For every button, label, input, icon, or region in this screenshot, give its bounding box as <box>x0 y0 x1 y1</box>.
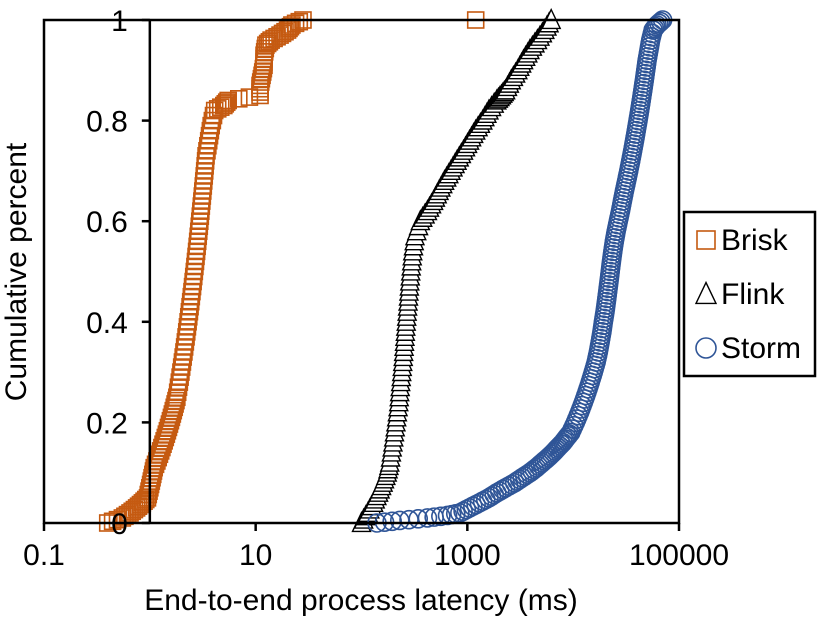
x-tick-label: 1000 <box>434 539 501 572</box>
data-point-brisk <box>194 172 213 190</box>
y-tick-label: 0.6 <box>86 206 128 239</box>
data-point-storm <box>645 16 666 37</box>
data-point-brisk <box>183 277 202 296</box>
data-point-brisk <box>187 242 206 261</box>
legend-marker-brisk <box>696 230 716 250</box>
data-point-brisk <box>195 162 214 180</box>
data-point-brisk <box>188 232 207 251</box>
data-point-storm <box>647 15 667 35</box>
data-point-brisk <box>186 257 204 276</box>
data-point-brisk <box>172 358 191 376</box>
data-point-brisk <box>189 222 208 241</box>
data-point-brisk <box>196 157 214 175</box>
data-point-brisk <box>193 192 211 210</box>
data-point-brisk <box>192 197 211 215</box>
x-tick-label: 100000 <box>629 539 729 572</box>
data-point-brisk <box>180 302 199 321</box>
legend-marker-storm <box>695 337 717 359</box>
data-point-brisk <box>186 252 205 271</box>
data-point-brisk <box>217 93 236 111</box>
data-point-brisk <box>200 126 219 145</box>
data-point-brisk <box>192 202 210 220</box>
series-layer <box>98 7 673 533</box>
data-point-brisk <box>215 96 233 115</box>
plot-frame <box>42 18 681 525</box>
data-point-brisk <box>181 292 200 311</box>
data-point-brisk <box>178 318 197 336</box>
data-point-brisk <box>175 338 194 356</box>
data-point-brisk <box>184 267 203 286</box>
data-point-brisk <box>193 187 212 205</box>
series-brisk <box>98 11 485 532</box>
y-tick-label: 0.8 <box>86 106 128 139</box>
data-point-brisk <box>197 147 215 165</box>
data-point-storm <box>431 506 451 527</box>
data-point-brisk <box>168 388 186 407</box>
data-point-brisk <box>191 207 210 225</box>
y-tick-label: 0.2 <box>86 407 128 440</box>
data-point-brisk <box>194 177 213 195</box>
data-point-brisk <box>185 262 204 281</box>
data-point-brisk <box>168 383 187 402</box>
data-point-brisk <box>219 91 237 110</box>
legend-label-storm: Storm <box>721 332 801 365</box>
data-point-brisk <box>194 182 212 200</box>
data-point-storm <box>650 11 671 32</box>
legend: Brisk Flink Storm <box>682 210 817 378</box>
data-point-brisk <box>177 323 196 341</box>
data-point-brisk <box>103 512 122 531</box>
data-point-brisk <box>199 136 217 155</box>
data-point-brisk <box>172 363 190 381</box>
data-point-storm <box>649 13 669 34</box>
data-point-brisk <box>165 398 184 417</box>
legend-label-flink: Flink <box>721 278 785 311</box>
legend-label-brisk: Brisk <box>721 224 789 257</box>
data-point-storm <box>408 509 429 529</box>
data-point-brisk <box>179 307 198 326</box>
y-axis-title: Cumulative percent <box>0 142 33 401</box>
data-point-brisk <box>187 247 205 266</box>
data-point-brisk <box>201 121 220 140</box>
data-point-brisk <box>164 401 183 420</box>
x-tick-label: 0.1 <box>23 539 65 572</box>
data-point-brisk <box>182 287 201 306</box>
data-point-brisk <box>216 95 235 113</box>
data-point-brisk <box>181 297 199 316</box>
data-point-brisk <box>169 378 188 396</box>
data-point-brisk <box>177 328 195 346</box>
data-point-brisk <box>190 217 209 236</box>
data-point-brisk <box>174 348 192 366</box>
data-point-brisk <box>188 237 206 256</box>
data-point-brisk <box>281 17 300 36</box>
data-point-brisk <box>189 227 208 246</box>
data-point-brisk <box>196 152 215 170</box>
data-point-storm <box>417 508 438 528</box>
data-point-brisk <box>173 353 192 371</box>
y-tick-label: 1 <box>111 5 128 38</box>
data-point-brisk <box>184 272 202 291</box>
series-flink <box>351 7 562 533</box>
data-point-brisk <box>290 12 309 31</box>
data-point-brisk <box>175 343 193 361</box>
x-axis-title: End-to-end process latency (ms) <box>144 584 578 617</box>
y-tick-label: 0 <box>111 508 128 541</box>
data-point-storm <box>382 511 402 532</box>
data-point-brisk <box>198 141 216 160</box>
data-point-brisk <box>176 333 195 351</box>
legend-marker-flink <box>694 280 718 305</box>
data-point-brisk <box>195 167 214 185</box>
data-point-brisk <box>230 90 248 108</box>
y-tick-label: 0.4 <box>86 307 128 340</box>
data-point-brisk <box>199 131 218 150</box>
data-point-brisk <box>179 312 197 331</box>
data-point-brisk <box>183 282 201 301</box>
data-point-brisk <box>191 212 209 230</box>
x-tick-label: 10 <box>239 539 272 572</box>
